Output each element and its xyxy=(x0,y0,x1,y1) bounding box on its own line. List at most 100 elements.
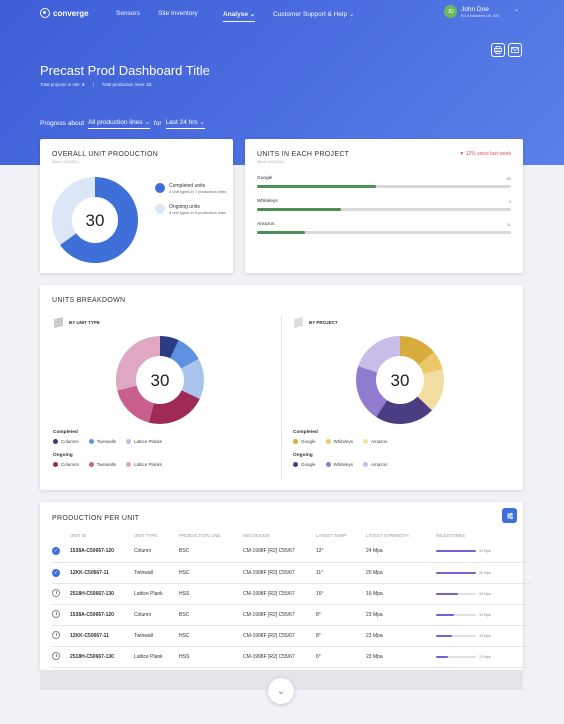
status-cell: ✓ xyxy=(52,562,70,584)
table-row[interactable]: 12KK-C50667-11 Twinwall HSC CM-1998F [R2] C… xyxy=(52,625,532,647)
nav-item-support[interactable]: Customer Support & Help ⌄ xyxy=(273,10,354,18)
column-header[interactable]: UNIT ID xyxy=(70,533,87,538)
unit-id-cell[interactable]: 1538A-C50667-120 xyxy=(70,604,134,626)
milestone-fill xyxy=(436,550,476,553)
latest-strength-cell: 16 Mpa xyxy=(366,583,436,605)
milestone-track xyxy=(436,550,476,553)
production-line-cell: BSC xyxy=(179,541,243,563)
chevron-down-icon: ⌄ xyxy=(249,11,256,18)
table-row[interactable]: ✓ 1538A-C50667-120 Column BSC CM-1998F [R2] … xyxy=(52,541,532,563)
nav-item-sensors[interactable]: Sensors xyxy=(116,10,140,17)
chevron-down-icon: ⌄ xyxy=(276,685,286,697)
for-label: for xyxy=(153,120,162,127)
legend-item: Amazon xyxy=(363,439,388,444)
milestone-progress: 33 Mpa xyxy=(436,655,532,659)
milestone-fill xyxy=(436,571,476,574)
donut-segment[interactable] xyxy=(116,336,204,424)
legend-item: Lattice Planks xyxy=(126,462,162,467)
nav-item-support-label: Customer Support & Help xyxy=(273,11,348,18)
by-project-label: BY PROJECT xyxy=(309,320,338,325)
column-header[interactable]: UNIT TYPE xyxy=(134,533,158,538)
production-line-cell: HSS xyxy=(179,646,243,668)
donut-segment[interactable] xyxy=(116,336,204,424)
milestone-track xyxy=(436,634,476,637)
unit-type-cell: Lattice Plank xyxy=(134,583,179,605)
production-table: UNIT ID UNIT TYPE PRODUCTION LINE MIX DE… xyxy=(52,531,532,668)
email-button[interactable] xyxy=(508,43,522,57)
logo[interactable]: converge xyxy=(40,8,89,18)
overall-header: OVERALL UNIT PRODUCTION Since 12/02/2021 xyxy=(52,151,158,164)
production-line-cell: HSC xyxy=(179,625,243,647)
filter-button[interactable] xyxy=(502,508,517,523)
production-line-cell: BSC xyxy=(179,604,243,626)
nav-item-analyse-label: Analyse xyxy=(223,11,248,18)
legend-completed-row: Columns Twinwalls Lattice Planks xyxy=(53,439,162,444)
table-row[interactable]: 1538A-C50667-120 Column BSC CM-1998F [R2] C… xyxy=(52,604,532,626)
legend-item: Whiteleys xyxy=(325,439,353,444)
project-name: Whiteleys xyxy=(257,199,278,204)
production-line-select[interactable]: All production lines ⌄ xyxy=(88,118,150,129)
unit-id-cell[interactable]: 2518H-C50667-130 xyxy=(70,646,134,668)
project-donut: 30 xyxy=(356,336,444,424)
units-breakdown-card: UNITS BREAKDOWN BY UNIT TYPE 30 Complete… xyxy=(40,285,523,490)
legend-dot xyxy=(53,462,58,467)
print-button[interactable] xyxy=(491,43,505,57)
milestone-progress: 30 Mpa xyxy=(436,571,532,575)
latest-temp-cell: 8° xyxy=(316,604,366,626)
progress-filter: Progress about All production lines ⌄ fo… xyxy=(40,118,205,129)
bar-fill xyxy=(257,208,341,211)
chevron-down-icon[interactable]: ⌄ xyxy=(514,7,520,13)
print-icon xyxy=(494,46,502,54)
donut-segment[interactable] xyxy=(356,336,444,424)
period-value: Last 24 hrs xyxy=(165,119,198,126)
donut-segment[interactable] xyxy=(356,336,444,424)
projects-header: UNITS IN EACH PROJECT Since 12/02/2021 xyxy=(257,151,349,164)
table-row[interactable]: ✓ 12KK-C50667-11 Twinwall HSC CM-1998F [R2] … xyxy=(52,562,532,584)
nav-item-site-inventory[interactable]: Site Inventory xyxy=(158,10,198,17)
production-line-value: All production lines xyxy=(88,119,143,126)
unit-type-cell: Column xyxy=(134,604,179,626)
column-header[interactable]: MIX DESIGN xyxy=(243,533,270,538)
column-header[interactable]: LATEST TEMP xyxy=(316,533,347,538)
card-title: UNITS BREAKDOWN xyxy=(52,297,126,304)
projects-count: Total projects in site: 4 xyxy=(40,82,85,87)
legend-label: Google xyxy=(301,439,316,444)
legend-item: Columns xyxy=(53,462,79,467)
donut-segment[interactable] xyxy=(356,336,444,424)
latest-temp-cell: 6° xyxy=(316,646,366,668)
legend-dot xyxy=(53,439,58,444)
logo-text: converge xyxy=(53,8,89,18)
table-row[interactable]: 2518H-C50667-130 Lattice Plank HSS CM-1998F… xyxy=(52,646,532,668)
unit-id-cell[interactable]: 12KK-C50667-11 xyxy=(70,625,134,647)
unit-id-cell[interactable]: 2518H-C50667-130 xyxy=(70,583,134,605)
legend-dot xyxy=(155,183,165,193)
column-header[interactable]: LATEST STRENGTH xyxy=(366,533,409,538)
status-cell: ✓ xyxy=(52,541,70,563)
scroll-down-button[interactable]: ⌄ xyxy=(268,678,294,704)
milestone-track xyxy=(436,592,476,595)
table-row[interactable]: 2518H-C50667-130 Lattice Plank HSS CM-1998F… xyxy=(52,583,532,605)
legend-ongoing-row: Google Whiteleys Amazon xyxy=(293,462,388,467)
period-select[interactable]: Last 24 hrs ⌄ xyxy=(165,118,205,129)
unit-type-donut: 30 xyxy=(116,336,204,424)
clock-icon xyxy=(52,630,60,639)
legend-label: Columns xyxy=(61,462,79,467)
donut-segment[interactable] xyxy=(116,336,204,424)
column-header[interactable]: PRODUCTION LINE xyxy=(179,533,221,538)
user-menu[interactable]: JD John Doe SG-d Industries Ltd. #25 xyxy=(444,5,499,18)
milestone-label: 30 Mpa xyxy=(479,570,491,575)
projects-label: Total projects in site: xyxy=(40,82,81,87)
donut-segment[interactable] xyxy=(356,336,444,424)
nav-item-analyse[interactable]: Analyse ⌄ xyxy=(223,10,256,22)
unit-type-cell: Twinwall xyxy=(134,625,179,647)
unit-id-cell[interactable]: 1538A-C50667-120 xyxy=(70,541,134,563)
cube-icon xyxy=(294,317,303,328)
overall-production-card: OVERALL UNIT PRODUCTION Since 12/02/2021… xyxy=(40,139,233,273)
bar-fill xyxy=(257,231,306,234)
legend-dot xyxy=(126,462,132,467)
table-header-row: UNIT ID UNIT TYPE PRODUCTION LINE MIX DE… xyxy=(52,531,532,541)
unit-id-cell[interactable]: 12KK-C50667-11 xyxy=(70,562,134,584)
latest-temp-cell: 12° xyxy=(316,541,366,563)
project-name: Google xyxy=(257,176,273,181)
column-header[interactable]: MILESTONES xyxy=(436,533,465,538)
